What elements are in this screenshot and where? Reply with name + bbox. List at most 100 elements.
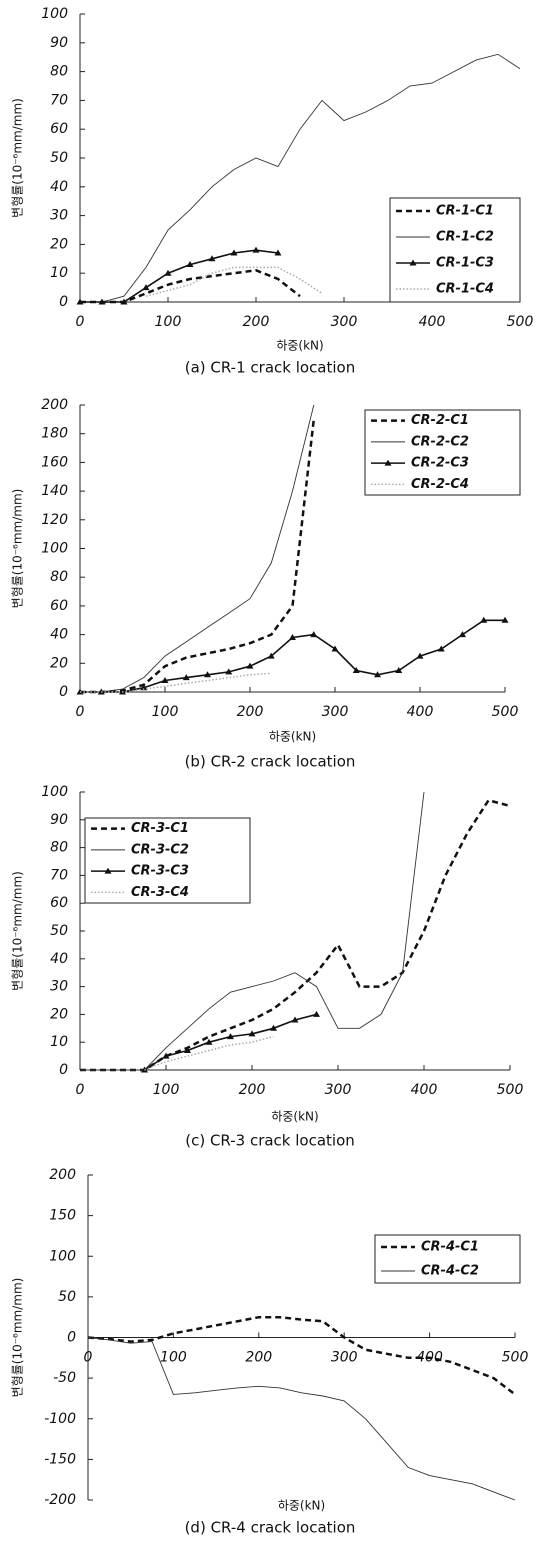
y-tick-label: 80 xyxy=(50,840,68,856)
marker xyxy=(437,645,445,652)
y-tick-label: -200 xyxy=(44,1492,76,1508)
marker xyxy=(227,1033,234,1040)
series-line xyxy=(80,269,301,304)
x-tick-label: 500 xyxy=(507,314,534,330)
legend-label: CR-3-C2 xyxy=(131,842,189,857)
x-tick-label: 500 xyxy=(492,704,519,720)
legend-label: CR-3-C4 xyxy=(131,885,189,900)
marker xyxy=(248,1030,256,1037)
y-tick-label: 160 xyxy=(41,454,68,470)
y-tick-label: 90 xyxy=(50,812,68,828)
y-tick-label: 60 xyxy=(50,895,68,911)
marker xyxy=(416,652,424,659)
y-tick-label: 40 xyxy=(50,627,68,643)
y-tick-label: 40 xyxy=(50,179,68,195)
legend-label: CR-1-C4 xyxy=(436,282,494,297)
legend-label: CR-2-C2 xyxy=(411,434,469,449)
y-tick-label: 80 xyxy=(50,64,68,80)
y-tick-label: 90 xyxy=(50,35,68,51)
y-tick-label: 60 xyxy=(50,598,68,614)
series-line xyxy=(80,419,316,694)
y-tick-label: 50 xyxy=(50,923,68,939)
x-tick-label: 0 xyxy=(76,704,85,720)
y-tick-label: 10 xyxy=(50,265,68,281)
marker xyxy=(76,298,84,305)
x-tick-label: 500 xyxy=(497,1082,524,1098)
y-tick-label: 180 xyxy=(41,426,68,442)
y-tick-label: 200 xyxy=(41,397,68,413)
caption: (a) CR-1 crack location xyxy=(185,359,356,377)
y-tick-label: 70 xyxy=(50,92,68,108)
marker xyxy=(395,666,403,673)
legend-marker xyxy=(104,867,112,874)
caption: (b) CR-2 crack location xyxy=(185,753,356,771)
marker xyxy=(230,249,238,256)
legend-label: CR-1-C2 xyxy=(436,230,494,245)
series-line xyxy=(80,619,505,693)
y-tick-label: 0 xyxy=(59,684,68,700)
legend-label: CR-2-C4 xyxy=(411,477,469,492)
x-axis-label: 하중(kN) xyxy=(278,1499,325,1513)
x-tick-label: 400 xyxy=(407,704,434,720)
caption: (c) CR-3 crack location xyxy=(185,1132,355,1150)
y-tick-label: 100 xyxy=(41,784,68,800)
marker xyxy=(501,616,509,623)
y-tick-label: 20 xyxy=(50,655,68,671)
series-line xyxy=(80,404,315,693)
y-tick-label: 0 xyxy=(67,1330,76,1346)
marker xyxy=(374,671,381,678)
y-tick-label: 50 xyxy=(58,1289,76,1305)
marker xyxy=(331,645,339,652)
y-tick-label: 30 xyxy=(50,208,68,224)
marker xyxy=(140,684,148,691)
marker xyxy=(274,249,282,256)
y-tick-label: 80 xyxy=(50,569,68,585)
marker xyxy=(267,652,275,659)
marker xyxy=(352,666,360,673)
legend-box xyxy=(364,409,521,496)
y-tick-label: 120 xyxy=(41,512,68,528)
series-line xyxy=(80,249,279,303)
y-tick-label: 0 xyxy=(59,1062,68,1078)
marker xyxy=(205,1038,213,1045)
y-tick-label: 20 xyxy=(50,1006,68,1022)
marker xyxy=(252,246,260,253)
legend-label: CR-1-C1 xyxy=(436,204,494,219)
x-tick-label: 100 xyxy=(155,314,182,330)
y-tick-label: -100 xyxy=(44,1411,76,1427)
series-line xyxy=(144,1013,317,1071)
y-tick-label: -50 xyxy=(53,1370,76,1386)
y-tick-label: 140 xyxy=(41,483,68,499)
series-line xyxy=(87,1315,516,1396)
legend-label: CR-2-C1 xyxy=(411,413,469,428)
y-tick-label: 20 xyxy=(50,236,68,252)
marker xyxy=(204,671,211,678)
y-tick-label: 70 xyxy=(50,867,68,883)
x-tick-label: 200 xyxy=(245,1350,272,1366)
marker xyxy=(120,298,128,305)
legend-label: CR-4-C2 xyxy=(421,1264,479,1279)
legend-label: CR-4-C1 xyxy=(421,1240,479,1255)
legend-marker xyxy=(384,459,392,466)
y-tick-label: 40 xyxy=(50,951,68,967)
x-tick-label: 400 xyxy=(411,1082,438,1098)
x-tick-label: 300 xyxy=(331,314,358,330)
marker xyxy=(459,631,466,638)
y-axis-label: 변형률(10⁻⁶mm/mm) xyxy=(11,871,25,991)
x-tick-label: 100 xyxy=(160,1350,187,1366)
marker xyxy=(480,616,488,623)
x-axis-label: 하중(kN) xyxy=(269,730,316,744)
y-tick-label: 0 xyxy=(59,294,68,310)
marker xyxy=(164,269,172,276)
legend-box xyxy=(389,197,521,303)
y-tick-label: 10 xyxy=(50,1034,68,1050)
x-tick-label: 0 xyxy=(76,314,85,330)
y-tick-label: 30 xyxy=(50,979,68,995)
x-tick-label: 200 xyxy=(243,314,270,330)
marker xyxy=(291,1016,299,1023)
legend-label: CR-2-C3 xyxy=(411,456,469,471)
legend-marker xyxy=(409,259,417,266)
legend-label: CR-3-C3 xyxy=(131,864,189,879)
